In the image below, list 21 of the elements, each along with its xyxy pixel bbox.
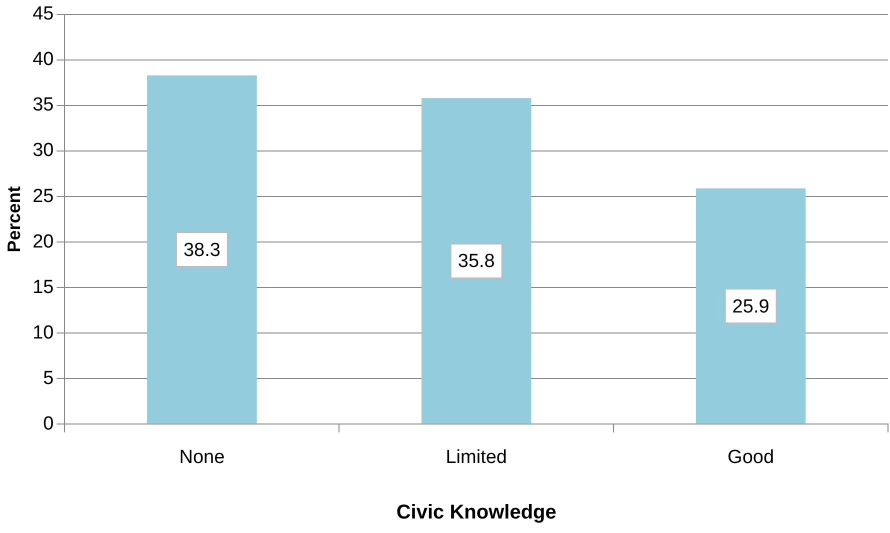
data-label: 35.8	[458, 251, 495, 272]
bar	[696, 188, 806, 424]
data-label: 25.9	[732, 296, 770, 318]
y-tick-label: 20	[32, 231, 54, 252]
data-label: 38.3	[183, 240, 220, 261]
x-axis-title: Civic Knowledge	[396, 502, 556, 524]
y-tick-label: 40	[32, 49, 54, 70]
y-tick-label: 0	[43, 413, 54, 434]
x-tick-label: None	[179, 446, 225, 468]
x-tick-label: Limited	[446, 446, 507, 468]
y-tick-label: 30	[32, 140, 54, 162]
y-axis-title: Percent	[4, 186, 24, 252]
y-tick-label: 35	[32, 94, 54, 116]
y-tick-label: 25	[32, 186, 54, 207]
y-tick-label: 45	[32, 4, 54, 25]
y-tick-label: 10	[32, 322, 54, 344]
x-tick-label: Good	[728, 446, 774, 468]
y-tick-label: 15	[32, 276, 54, 298]
y-tick-label: 5	[43, 368, 54, 389]
bar	[147, 75, 257, 424]
bar	[421, 98, 532, 424]
